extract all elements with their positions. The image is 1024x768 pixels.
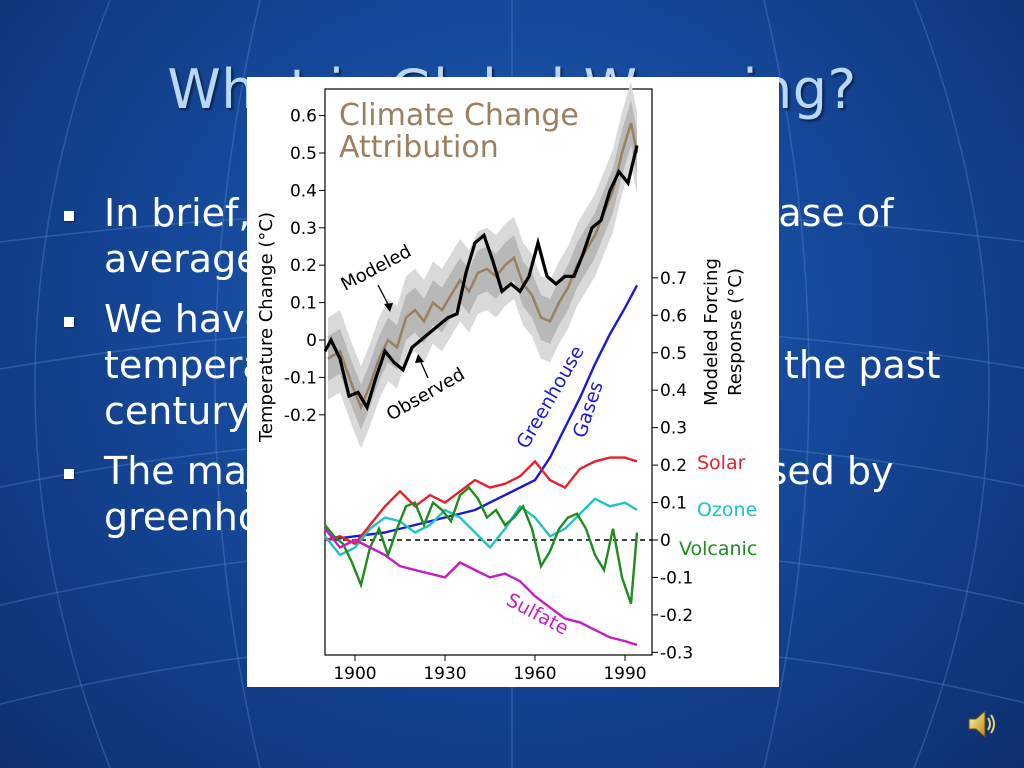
greenhouse-gases-line [324,284,639,542]
ozone-line [324,497,638,557]
x-axis-tick-label: 1900 [333,664,376,684]
left-axis-tick-label: -0.1 [284,368,317,388]
right-axis-tick-label: 0 [660,531,671,551]
observed-line [323,145,639,412]
plot-frame [324,88,653,656]
volcanic-line [324,485,639,605]
square-bullet-icon [64,211,74,221]
right-axis-tick-label: 0.1 [660,494,687,514]
chart-title-line-2: Attribution [339,130,499,165]
left-axis-tick-label: 0.3 [290,219,317,239]
right-axis-title-line-2: Response (°C) [725,268,746,396]
left-axis-title: Temperature Change (°C) [256,212,277,443]
left-axis-tick-label: 0.6 [290,107,317,127]
observed-arrowhead [415,354,424,363]
right-axis-tick-label: -0.3 [660,643,693,663]
chart-title-line-1: Climate Change [339,98,579,133]
left-axis-tick-label: 0 [306,331,317,351]
left-axis-tick-label: 0.1 [290,294,317,314]
square-bullet-icon [64,469,74,479]
right-axis-tick-label: 0.7 [660,269,687,289]
modeled-line [327,122,639,411]
right-axis-tick-label: 0.5 [660,344,687,364]
right-axis-tick-label: -0.1 [660,568,693,588]
left-axis-tick-label: 0.4 [290,181,317,201]
x-axis-tick-label: 1930 [423,664,466,684]
solar-label: Solar [697,452,746,474]
left-axis-tick-label: 0.2 [290,256,317,276]
speaker-icon[interactable] [966,706,996,742]
right-axis-tick-label: 0.3 [660,419,687,439]
right-axis-tick-label: 0.4 [660,381,687,401]
right-axis-title-line-1: Modeled Forcing [701,258,722,406]
left-axis-tick-label: -0.2 [284,406,317,426]
sulfate-line [324,528,638,647]
right-axis-tick-label: 0.6 [660,306,687,326]
left-axis-tick-label: 0.5 [290,144,317,164]
right-axis-tick-label: 0.2 [660,456,687,476]
x-axis-tick-label: 1990 [603,664,646,684]
modeled-uncertainty-band-inner [328,100,637,430]
modeled-arrowhead [384,303,393,312]
climate-attribution-figure: Climate Change Attribution 0.6 0.5 0.4 0.3 0.2… [247,77,779,687]
right-axis-tick-label: -0.2 [660,606,693,626]
ozone-label: Ozone [697,499,757,521]
volcanic-label: Volcanic [679,538,757,560]
solar-line [324,456,638,546]
x-axis-tick-label: 1960 [513,664,556,684]
square-bullet-icon [64,317,74,327]
